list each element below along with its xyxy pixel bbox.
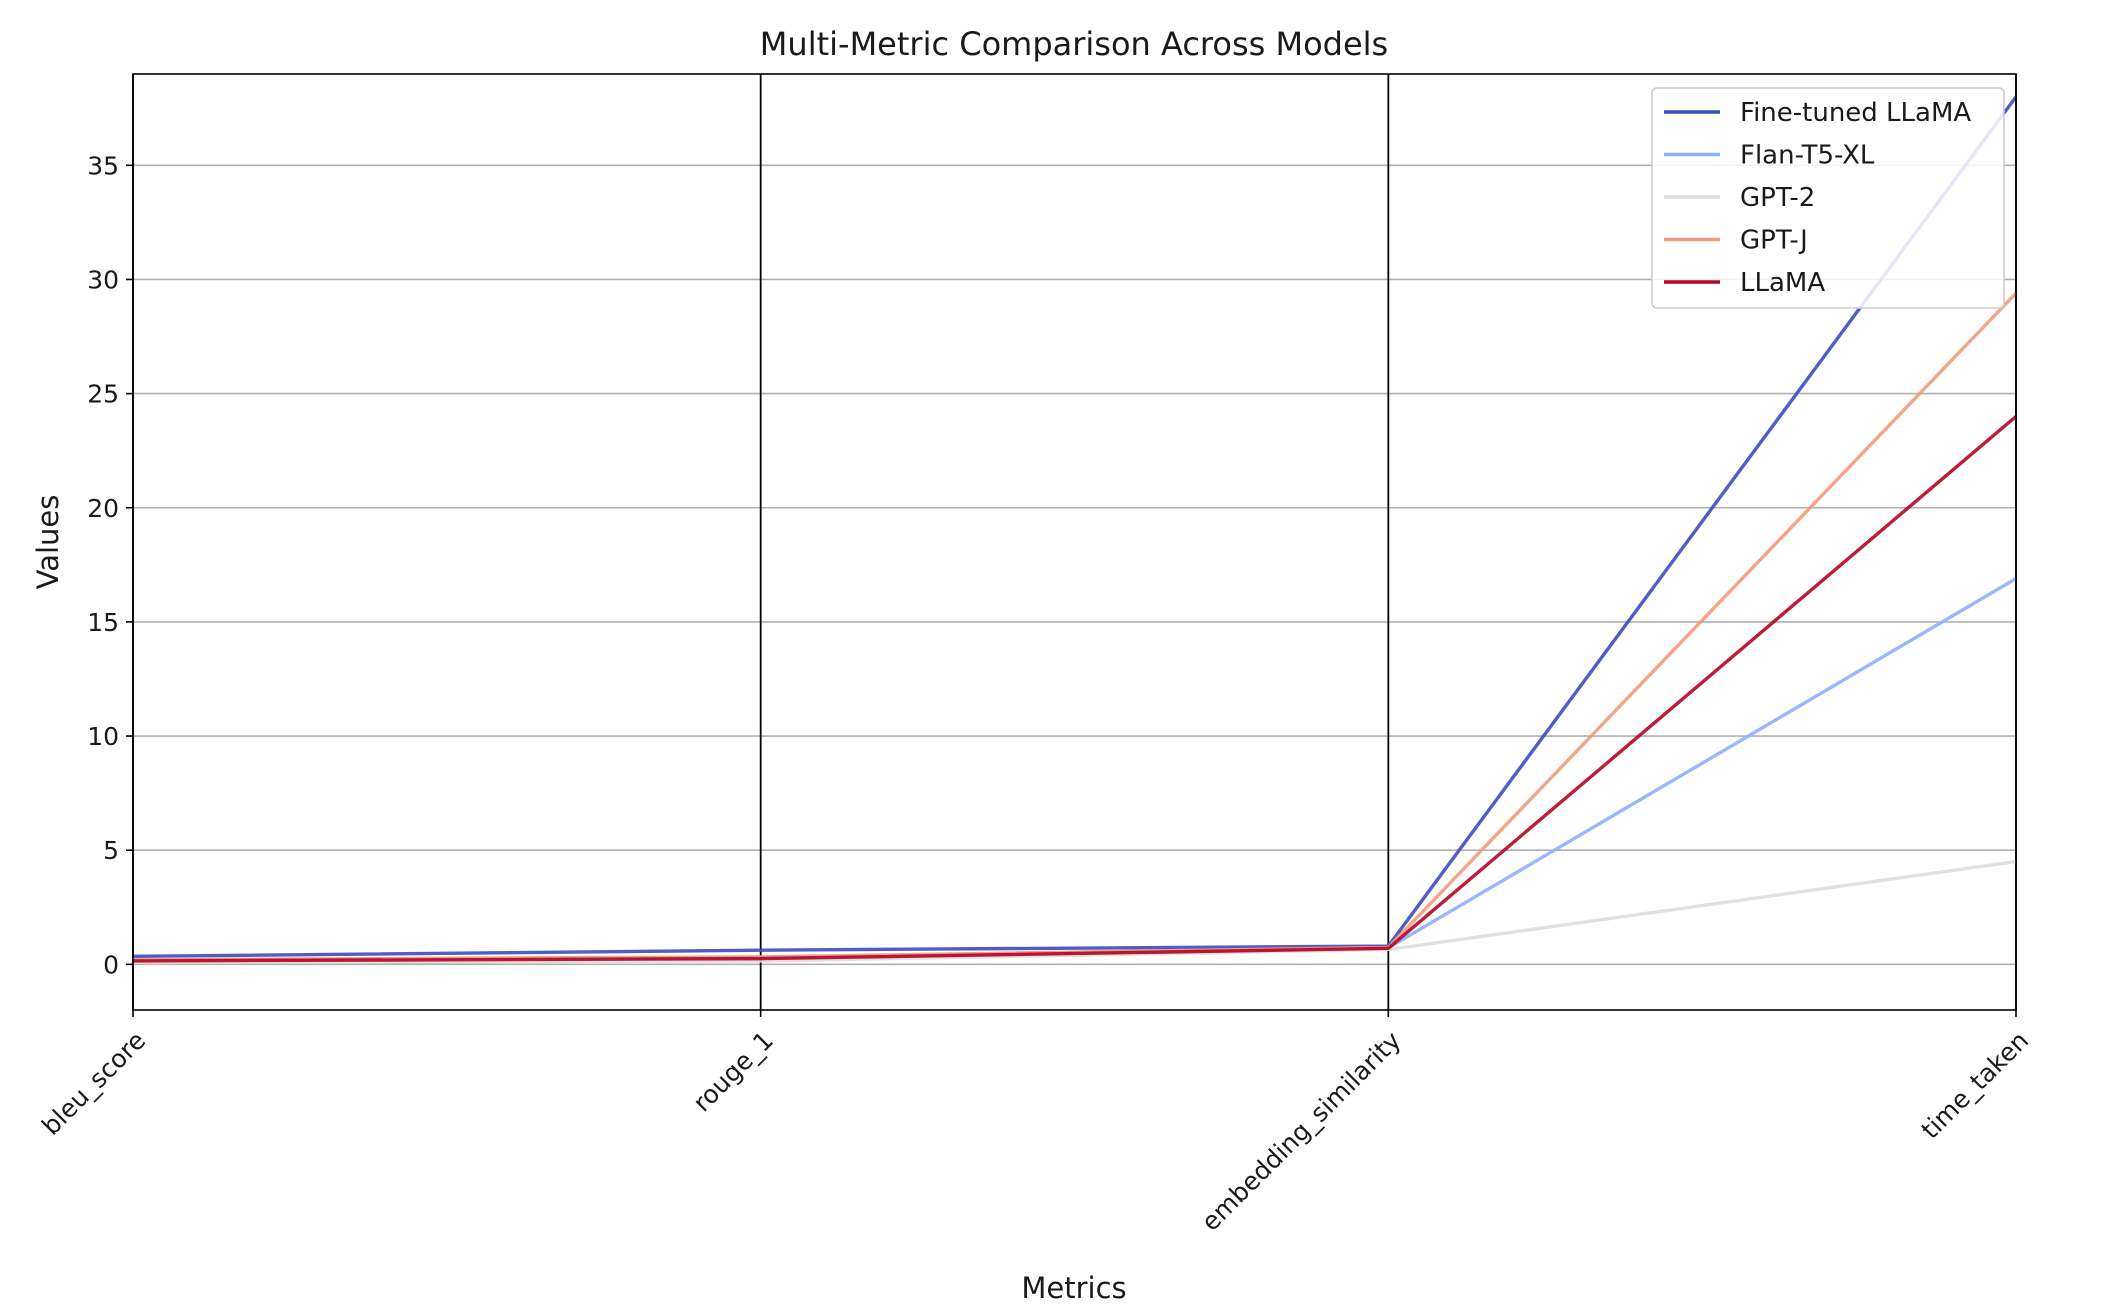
legend-label: LLaMA [1740, 268, 1825, 298]
y-tick-label: 0 [103, 950, 119, 979]
y-gridlines [133, 164, 2016, 966]
legend-box [1651, 87, 2005, 309]
series-lines [132, 95, 2018, 965]
series-line-2 [132, 859, 2017, 965]
plot-frame [132, 73, 2017, 1011]
series-line-4 [132, 415, 2018, 963]
y-tick-label: 15 [87, 608, 119, 637]
y-tick-label: 5 [103, 836, 119, 865]
y-tick-label: 30 [87, 265, 119, 294]
legend-label: GPT-2 [1740, 183, 1815, 213]
x-axis-label: Metrics [1021, 1271, 1126, 1305]
legend: Fine-tuned LLaMA Flan-T5-XL GPT-2 GPT-J LLaM… [1651, 87, 2005, 309]
legend-label: Fine-tuned LLaMA [1740, 98, 1971, 128]
y-axis-label: Values [31, 495, 65, 590]
y-tick-labels: 0 5 10 15 20 25 30 35 [87, 151, 133, 979]
legend-label: GPT-J [1740, 226, 1808, 256]
x-tick-label: rouge_1 [687, 1026, 779, 1118]
legend-label: Flan-T5-XL [1740, 141, 1875, 171]
x-tick-label: bleu_score [36, 1026, 151, 1141]
x-tick-label: embedding_similarity [1196, 1026, 1407, 1237]
series-line-1 [132, 577, 2017, 962]
y-tick-label: 20 [87, 494, 119, 523]
y-tick-label: 10 [87, 722, 119, 751]
series-line-0 [132, 95, 2018, 959]
y-tick-label: 35 [87, 151, 119, 180]
x-tick-label: time_taken [1916, 1026, 2035, 1145]
chart-title: Multi-Metric Comparison Across Models [760, 25, 1388, 63]
y-tick-label: 25 [87, 380, 119, 409]
x-tick-labels: bleu_score rouge_1 embedding_similarity tim… [36, 1010, 2034, 1237]
